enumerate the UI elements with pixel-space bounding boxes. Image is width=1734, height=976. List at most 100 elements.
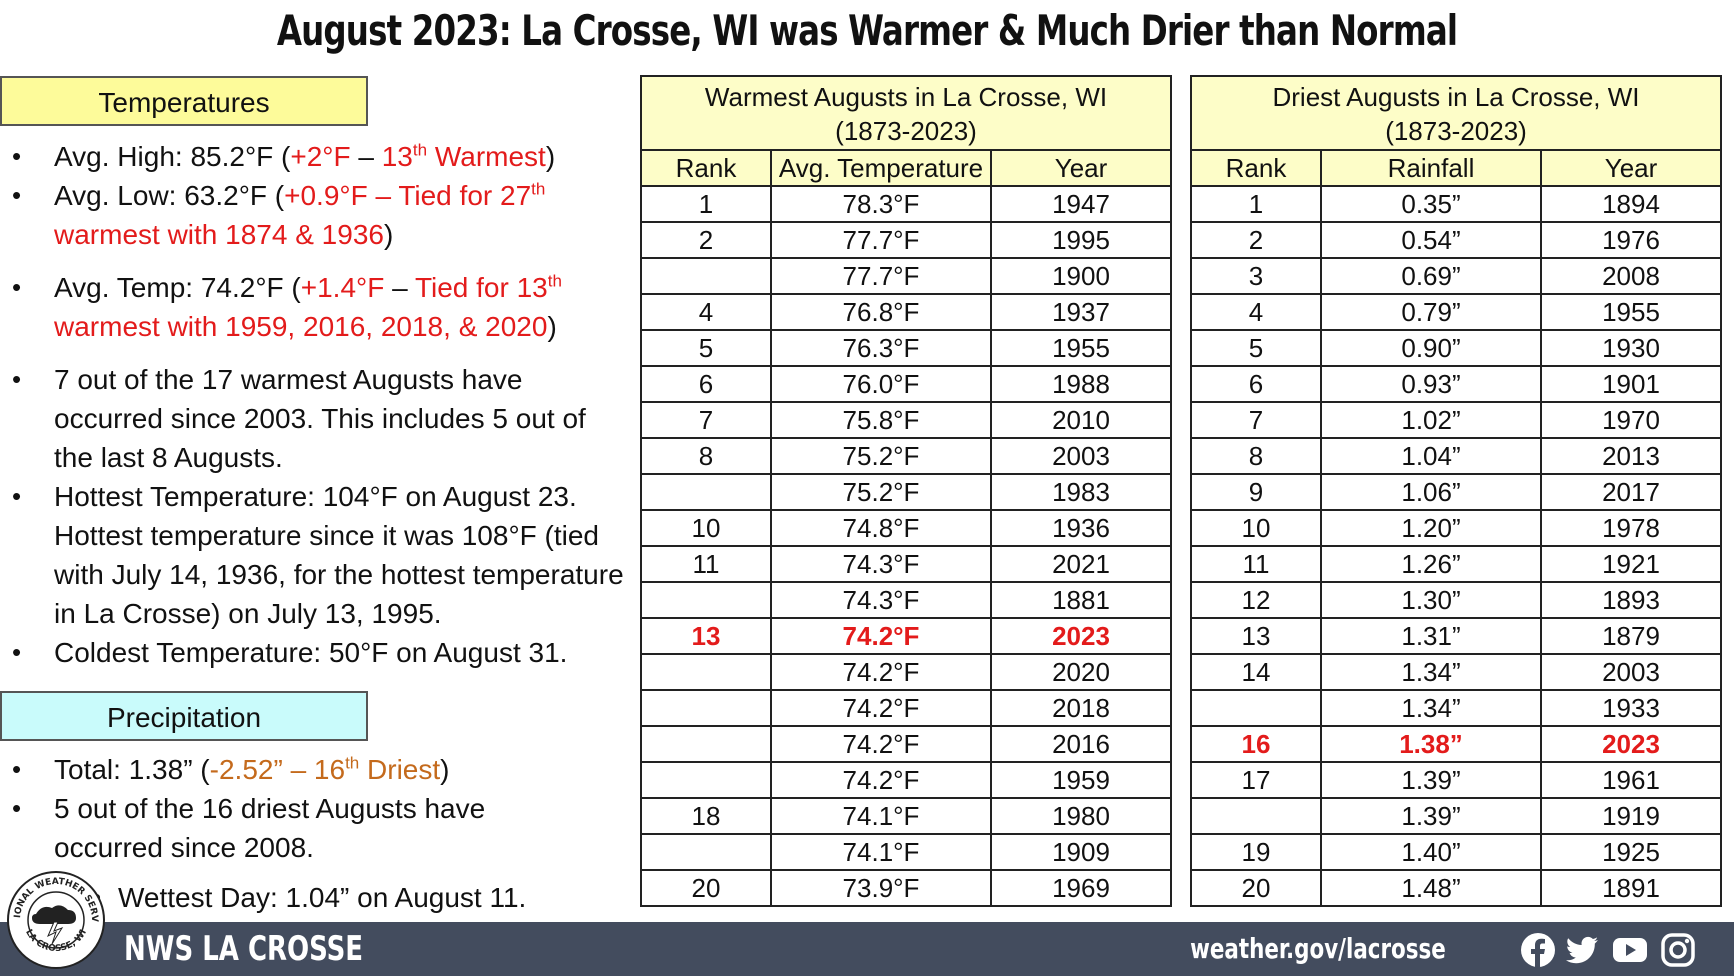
warmest-cell-rank (640, 725, 772, 763)
driest-augusts-table: Driest Augusts in La Crosse, WI (1873-202… (1189, 75, 1723, 907)
warmest-cell-value: 77.7°F (770, 257, 992, 295)
driest-row: 10 1.20” 1978 (1190, 509, 1723, 547)
avg-high-close: ) (545, 141, 556, 172)
warmest-row: 77.7°F 1900 (640, 257, 1173, 295)
warmest-row: 6 76.0°F 1988 (640, 365, 1173, 403)
driest-cell-year: 1921 (1539, 545, 1723, 583)
driest-cell-rank: 17 (1190, 761, 1322, 799)
avg-high-anomaly: +2°F (290, 141, 351, 172)
driest-cell-rank (1190, 689, 1322, 727)
youtube-icon[interactable] (1612, 932, 1648, 968)
warmest-augusts-table: Warmest Augusts in La Crosse, WI (1873-20… (639, 75, 1173, 907)
driest-cell-rank: 1 (1190, 185, 1322, 223)
driest-cell-year: 1930 (1539, 329, 1723, 367)
avg-high-rank-text: Warmest (427, 141, 546, 172)
temperatures-heading: Temperatures (0, 76, 368, 126)
driest-cell-rank: 4 (1190, 293, 1322, 331)
driest-row: 12 1.30” 1893 (1190, 581, 1723, 619)
warmest-cell-value: 74.2°F (770, 653, 992, 691)
driest-cell-rank: 8 (1190, 437, 1322, 475)
driest-cell-rank: 10 (1190, 509, 1322, 547)
driest-row: 16 1.38” 2023 (1190, 725, 1723, 763)
total-label: Total: 1.38” ( (54, 754, 210, 785)
driest-cell-year: 2017 (1539, 473, 1723, 511)
warmest-row: 5 76.3°F 1955 (640, 329, 1173, 367)
avg-high-label: Avg. High: 85.2°F ( (54, 141, 291, 172)
driest-cell-rank: 6 (1190, 365, 1322, 403)
warmest-row: 13 74.2°F 2023 (640, 617, 1173, 655)
total-anomaly: -2.52” – 16 (209, 754, 346, 785)
wettest-day-item: Wettest Day: 1.04” on August 11. (92, 878, 526, 917)
driest-row: 7 1.02” 1970 (1190, 401, 1723, 439)
driest-row: 13 1.31” 1879 (1190, 617, 1723, 655)
driest-cell-rank: 7 (1190, 401, 1322, 439)
page-title: August 2023: La Crosse, WI was Warmer & … (276, 6, 1458, 55)
warmest-cell-value: 74.8°F (770, 509, 992, 547)
avg-temp-rank: Tied for 13 (414, 272, 548, 303)
driest-cell-year: 1901 (1539, 365, 1723, 403)
warmest-row: 74.2°F 2020 (640, 653, 1173, 691)
driest-cell-rank: 2 (1190, 221, 1322, 259)
warmest-col-year: Year (989, 149, 1173, 187)
warmest-cell-year: 1955 (989, 329, 1173, 367)
warmest-cell-value: 74.1°F (770, 797, 992, 835)
warmest-cell-year: 1936 (989, 509, 1173, 547)
warmest-cell-year: 2016 (989, 725, 1173, 763)
driest-row: 11 1.26” 1921 (1190, 545, 1723, 583)
driest-cell-year: 1919 (1539, 797, 1723, 835)
driest-cell-year: 1976 (1539, 221, 1723, 259)
warmest-cell-rank: 13 (640, 617, 772, 655)
avg-low-rank-sup: th (531, 179, 546, 199)
driest-caption-line1: Driest Augusts in La Crosse, WI (1272, 82, 1640, 112)
driest-row: 3 0.69” 2008 (1190, 257, 1723, 295)
driest-cell-year: 1961 (1539, 761, 1723, 799)
avg-low-rank-text: warmest with 1874 & 1936 (54, 219, 384, 250)
total-rank-text: Driest (359, 754, 441, 785)
total-item: Total: 1.38” (-2.52” – 16th Driest) (0, 750, 600, 789)
warmest-cell-value: 75.8°F (770, 401, 992, 439)
warmest-row: 10 74.8°F 1936 (640, 509, 1173, 547)
warmest-cell-rank: 6 (640, 365, 772, 403)
warmest-col-rank: Rank (640, 149, 772, 187)
precipitation-bullets: Total: 1.38” (-2.52” – 16th Driest) 5 ou… (0, 750, 600, 867)
warmest-cell-year: 2020 (989, 653, 1173, 691)
instagram-icon[interactable] (1660, 932, 1696, 968)
twitter-icon[interactable] (1564, 932, 1600, 968)
driest-row: 2 0.54” 1976 (1190, 221, 1723, 259)
warmest-cell-value: 78.3°F (770, 185, 992, 223)
warmest-cell-value: 76.3°F (770, 329, 992, 367)
avg-temp-item: Avg. Temp: 74.2°F (+1.4°F – Tied for 13t… (0, 268, 630, 346)
avg-high-rank-sup: th (412, 140, 428, 160)
warmest-cell-value: 74.2°F (770, 689, 992, 727)
warmest-row: 11 74.3°F 2021 (640, 545, 1173, 583)
driest-cell-year: 2003 (1539, 653, 1723, 691)
warmest-row: 74.2°F 2016 (640, 725, 1173, 763)
warmest-cell-rank: 18 (640, 797, 772, 835)
warmest-cell-year: 1881 (989, 581, 1173, 619)
avg-temp-rank-sup: th (547, 271, 562, 291)
driest-cell-value: 1.34” (1320, 689, 1542, 727)
warmest-cell-rank (640, 257, 772, 295)
driest-row: 19 1.40” 1925 (1190, 833, 1723, 871)
warmest-cell-rank (640, 581, 772, 619)
driest-cell-value: 0.69” (1320, 257, 1542, 295)
facebook-icon[interactable] (1520, 932, 1556, 968)
warmest-cell-year: 1980 (989, 797, 1173, 835)
coldest-item: Coldest Temperature: 50°F on August 31. (0, 633, 630, 672)
driest-cell-rank: 3 (1190, 257, 1322, 295)
driest-cell-value: 0.90” (1320, 329, 1542, 367)
footer-bar: NWS LA CROSSE weather.gov/lacrosse (0, 922, 1734, 976)
website-link[interactable]: weather.gov/lacrosse (1190, 932, 1446, 965)
temperature-bullets: Avg. High: 85.2°F (+2°F – 13th Warmest) … (0, 137, 630, 672)
driest-cell-rank: 11 (1190, 545, 1322, 583)
avg-high-item: Avg. High: 85.2°F (+2°F – 13th Warmest) (0, 137, 630, 176)
driest-cell-rank: 12 (1190, 581, 1322, 619)
driest-cell-year: 1925 (1539, 833, 1723, 871)
warmest-row: 75.2°F 1983 (640, 473, 1173, 511)
warmest-cell-rank: 11 (640, 545, 772, 583)
driest-cell-rank: 14 (1190, 653, 1322, 691)
warmest-cell-year: 1988 (989, 365, 1173, 403)
driest-cell-value: 1.34” (1320, 653, 1542, 691)
warmest-cell-year: 1969 (989, 869, 1173, 907)
avg-low-label: Avg. Low: 63.2°F ( (54, 180, 285, 211)
